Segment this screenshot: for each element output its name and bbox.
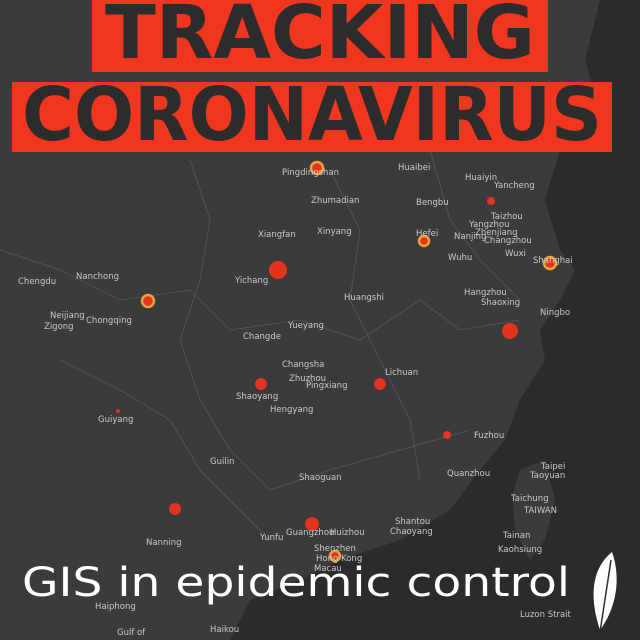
place-label: Tainan [502, 531, 530, 541]
place-label: Hengyang [270, 405, 313, 415]
place-label: Guangzhou [286, 528, 334, 538]
place-label: Hangzhou [464, 288, 507, 298]
case-marker [542, 255, 558, 271]
place-label: Kaohsiung [498, 545, 542, 555]
place-label: Zhuzhou [289, 374, 326, 384]
place-label: Zhumadian [311, 196, 359, 206]
feather-icon [593, 552, 617, 633]
place-label: Huaiyin [465, 173, 497, 183]
place-label: Ningbo [540, 308, 570, 318]
place-label: Huaibei [398, 163, 430, 173]
caption: GIS in epidemic control [22, 560, 570, 606]
place-label: Hong Kong [316, 554, 362, 564]
place-label: Guiyang [98, 415, 133, 425]
place-label: Macau [314, 564, 342, 574]
case-marker [443, 431, 451, 439]
place-label: Taichung [510, 494, 549, 504]
case-marker [487, 197, 495, 205]
case-marker [417, 234, 431, 248]
place-label: Bengbu [416, 198, 449, 208]
title-line: TRACKING [105, 0, 535, 76]
case-marker [374, 378, 386, 390]
place-label: Nanchong [76, 272, 119, 282]
place-label: Taoyuan [529, 471, 565, 481]
place-label: Zhenjiang [475, 228, 518, 238]
borders [0, 149, 521, 541]
case-marker [328, 549, 342, 563]
place-label: Wuxi [505, 249, 526, 259]
place-label: Changde [243, 332, 281, 342]
place-label: Haiphong [95, 602, 136, 612]
title-box [12, 82, 612, 152]
taiwan-island [512, 460, 555, 560]
place-label: Shaoguan [299, 473, 342, 483]
place-label: Taipei [540, 462, 565, 472]
place-label: Shanghai [533, 256, 573, 266]
place-label: Haikou [210, 625, 239, 635]
case-marker [169, 503, 181, 515]
place-label: Shantou [395, 517, 430, 527]
place-label: Pingdingshan [282, 168, 339, 178]
place-label: Chaoyang [390, 527, 433, 537]
title-line: CORONAVIRUS [22, 72, 602, 158]
place-label: Gulf of [117, 628, 146, 638]
place-label: Yichang [234, 276, 268, 286]
place-label: Shenzhen [314, 544, 356, 554]
place-label: Fuzhou [474, 431, 504, 441]
place-label: Yueyang [287, 321, 324, 331]
case-marker [140, 293, 156, 309]
place-label: Taizhou [490, 212, 523, 222]
title-box [92, 0, 548, 72]
place-label: Shaoxing [481, 298, 520, 308]
case-marker [116, 409, 120, 413]
case-marker [502, 323, 518, 339]
place-label: Changsha [282, 360, 324, 370]
place-label: Xiangfan [258, 230, 296, 240]
place-label: Nanjing [454, 232, 486, 242]
place-label: Hefei [416, 229, 438, 239]
place-label: Huizhou [330, 528, 365, 538]
place-label: TAIWAN [523, 506, 557, 516]
place-label: Wuhu [448, 253, 472, 263]
place-label: Quanzhou [447, 469, 490, 479]
place-label: Yangzhou [468, 220, 509, 230]
place-label: Changzhou [484, 236, 532, 246]
case-marker [309, 160, 325, 176]
place-label: Pingxiang [306, 381, 347, 391]
place-label: Chongqing [86, 316, 132, 326]
place-label: Lichuan [385, 368, 418, 378]
place-label: Neijiang [50, 311, 85, 321]
place-label: Yancheng [493, 181, 535, 191]
case-marker [269, 261, 287, 279]
place-label: Shaoyang [236, 392, 278, 402]
place-label: Nanning [146, 538, 182, 548]
place-label: Luzon Strait [520, 610, 572, 620]
place-label: Chengdu [18, 277, 56, 287]
place-label: Zigong [44, 322, 74, 332]
case-marker [305, 517, 319, 531]
place-label: Guilin [210, 457, 234, 467]
place-label: Yunfu [259, 533, 283, 543]
place-label: Huangshi [344, 293, 384, 303]
place-label: Xinyang [317, 227, 352, 237]
case-marker [255, 378, 267, 390]
case-markers [116, 160, 558, 563]
